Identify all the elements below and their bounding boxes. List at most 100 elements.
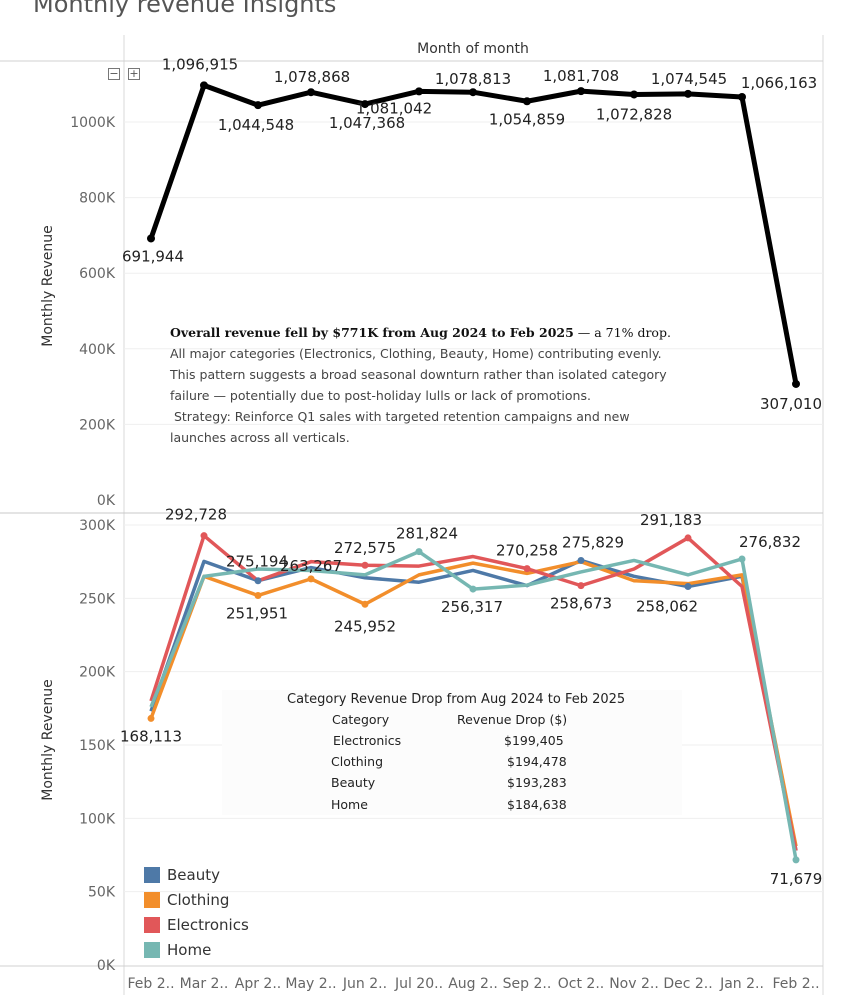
category-data-label: 71,679: [770, 870, 823, 888]
y-tick-label: 200K: [79, 665, 116, 681]
category-data-label: 272,575: [334, 539, 396, 557]
total-revenue-point[interactable]: [469, 88, 477, 97]
top-y-axis-title: Monthly Revenue: [40, 225, 56, 346]
labeled-point[interactable]: [147, 714, 155, 722]
total-data-label: 1,072,828: [596, 105, 672, 123]
y-tick-label: 200K: [79, 417, 116, 433]
legend-item-beauty[interactable]: Beauty: [144, 862, 249, 887]
labeled-point[interactable]: [577, 556, 585, 564]
total-data-label: 1,081,042: [356, 99, 432, 117]
labeled-point[interactable]: [254, 591, 262, 599]
bottom-y-axis-title: Monthly Revenue: [40, 679, 56, 800]
total-data-label: 1,047,368: [329, 114, 405, 132]
drop-table-value: $199,405: [504, 733, 564, 748]
category-data-label: 251,951: [226, 604, 288, 622]
total-revenue-point[interactable]: [415, 87, 423, 96]
labeled-point[interactable]: [254, 577, 262, 585]
expand-icon[interactable]: +: [128, 67, 140, 80]
total-revenue-point[interactable]: [361, 100, 369, 109]
total-data-label: 1,074,545: [651, 70, 727, 88]
drop-table-category: Electronics: [333, 733, 402, 748]
x-tick-label: Mar 2..: [180, 976, 229, 992]
top-data-labels: 691,944 1,096,915 1,044,548 1,078,868 1,047,…: [122, 55, 822, 413]
total-revenue-point[interactable]: [147, 234, 155, 243]
total-revenue-point[interactable]: [577, 87, 585, 96]
chart-frame: [0, 35, 824, 995]
legend: Beauty Clothing Electronics Home: [144, 862, 249, 962]
drop-table-category: Clothing: [331, 754, 384, 769]
x-tick-label: Jan 2..: [719, 976, 764, 992]
legend-item-clothing[interactable]: Clothing: [144, 887, 249, 912]
total-data-label: 1,054,859: [489, 110, 565, 128]
y-tick-label: 150K: [79, 738, 116, 754]
labeled-point[interactable]: [738, 555, 746, 563]
total-revenue-point[interactable]: [792, 379, 800, 388]
x-tick-label: Aug 2..: [448, 976, 498, 992]
x-ticks: Feb 2.. Mar 2.. Apr 2.. May 2.. Jun 2.. Jul 2…: [127, 976, 819, 992]
annotation-line: This pattern suggests a broad seasonal d…: [170, 367, 667, 382]
top-y-ticks: 0K 200K 400K 600K 800K 1000K: [70, 115, 116, 509]
legend-item-home[interactable]: Home: [144, 937, 249, 962]
labeled-point[interactable]: [361, 561, 369, 569]
x-tick-label: May 2..: [285, 976, 336, 992]
category-data-label: 256,317: [441, 598, 503, 616]
y-tick-label: 0K: [97, 958, 116, 974]
labeled-point[interactable]: [469, 585, 477, 593]
annotation-line: Strategy: Reinforce Q1 sales with target…: [170, 409, 630, 424]
category-data-label: 258,673: [550, 595, 612, 613]
labeled-point[interactable]: [684, 583, 692, 591]
legend-label: Beauty: [167, 865, 220, 884]
category-data-label: 258,062: [636, 598, 698, 616]
category-data-label: 292,728: [165, 506, 227, 524]
annotation-line: launches across all verticals.: [170, 430, 350, 445]
y-tick-label: 1000K: [70, 115, 116, 131]
labeled-point[interactable]: [200, 532, 208, 540]
labeled-point[interactable]: [577, 582, 585, 590]
labeled-point[interactable]: [415, 548, 423, 556]
category-data-label: 275,829: [562, 533, 624, 551]
collapse-icon[interactable]: −: [108, 67, 120, 80]
total-revenue-point[interactable]: [200, 81, 208, 90]
y-tick-label: 800K: [79, 191, 116, 207]
total-revenue-point[interactable]: [307, 88, 315, 97]
total-data-label: 1,066,163: [741, 74, 817, 92]
y-tick-label: 0K: [97, 493, 116, 509]
legend-swatch: [144, 866, 160, 883]
y-tick-label: 300K: [79, 518, 116, 534]
annotation-headline-bold: Overall revenue fell by $771K from Aug 2…: [170, 325, 574, 340]
insight-annotation: Overall revenue fell by $771K from Aug 2…: [170, 322, 730, 448]
x-tick-label: Apr 2..: [235, 976, 281, 992]
drop-table-header-drop: Revenue Drop ($): [457, 712, 568, 727]
legend-item-electronics[interactable]: Electronics: [144, 912, 249, 937]
annotation-headline-rest: — a 71% drop.: [573, 325, 671, 340]
y-tick-label: 250K: [79, 591, 116, 607]
category-data-label: 263,267: [280, 557, 342, 575]
category-data-label: 168,113: [120, 727, 182, 745]
top-gridlines: [124, 121, 823, 425]
total-revenue-point[interactable]: [254, 101, 262, 110]
total-revenue-point[interactable]: [684, 89, 692, 98]
x-tick-label: Dec 2..: [663, 976, 712, 992]
annotation-line: failure — potentially due to post-holida…: [170, 388, 591, 403]
labeled-point[interactable]: [307, 575, 315, 583]
legend-label: Home: [167, 940, 212, 959]
x-tick-label: Sep 2..: [503, 976, 552, 992]
labeled-point[interactable]: [684, 534, 692, 542]
y-tick-label: 400K: [79, 342, 116, 358]
total-revenue-point[interactable]: [738, 92, 746, 101]
total-revenue-point[interactable]: [630, 90, 638, 99]
labeled-point[interactable]: [792, 856, 800, 864]
x-tick-label: Jul 20..: [394, 976, 443, 992]
total-revenue-point[interactable]: [523, 97, 531, 106]
annotation-line: All major categories (Electronics, Cloth…: [170, 346, 662, 361]
labeled-point[interactable]: [523, 565, 531, 573]
total-data-label: 691,944: [122, 247, 184, 265]
drop-table-category: Beauty: [331, 775, 376, 790]
bottom-y-ticks: 0K 50K 100K 150K 200K 250K 300K: [79, 518, 116, 974]
y-tick-label: 50K: [88, 885, 116, 901]
drop-table-value: $184,638: [507, 797, 567, 812]
labeled-point[interactable]: [361, 600, 369, 608]
total-data-label: 1,044,548: [218, 116, 294, 134]
x-tick-label: Feb 2..: [127, 976, 174, 992]
